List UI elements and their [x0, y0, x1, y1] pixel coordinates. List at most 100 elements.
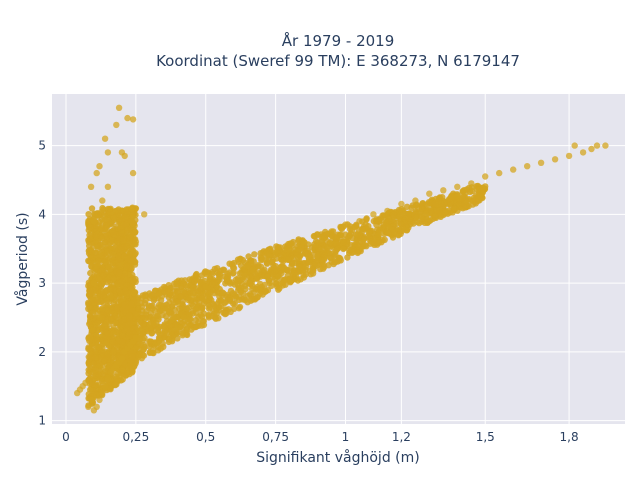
data-point	[206, 275, 214, 282]
data-point	[103, 297, 111, 305]
data-point	[423, 210, 430, 217]
data-point	[92, 346, 99, 354]
data-point	[350, 248, 357, 255]
data-point	[602, 142, 609, 149]
data-point	[128, 369, 136, 376]
data-point	[101, 383, 109, 390]
data-point	[551, 156, 559, 163]
data-point	[253, 274, 260, 281]
data-point	[142, 315, 149, 322]
data-point	[189, 284, 197, 292]
data-point	[96, 314, 103, 321]
data-point	[85, 403, 92, 410]
data-point	[116, 269, 123, 277]
data-point	[235, 286, 242, 293]
data-point	[91, 382, 98, 389]
data-point	[223, 310, 230, 317]
data-point	[216, 303, 223, 311]
y-tick-label: 4	[38, 207, 46, 221]
data-point	[390, 211, 397, 218]
data-point	[123, 281, 131, 288]
data-point	[588, 145, 595, 153]
data-point	[266, 251, 273, 259]
data-point	[278, 263, 285, 270]
data-point	[87, 334, 94, 341]
data-point	[473, 192, 480, 199]
data-point	[579, 149, 587, 156]
y-tick-label: 1	[38, 414, 46, 428]
data-point	[107, 385, 114, 392]
data-point	[153, 320, 160, 327]
data-point	[98, 234, 105, 242]
data-point	[202, 283, 209, 290]
data-point	[128, 205, 135, 213]
y-axis-ticks: 1 2 3 4 5	[38, 139, 46, 428]
data-point	[89, 296, 97, 303]
data-point	[147, 338, 154, 345]
data-point	[183, 282, 190, 289]
data-point	[234, 256, 242, 263]
data-point	[155, 336, 163, 344]
data-point	[110, 275, 117, 282]
data-point	[121, 316, 128, 323]
data-point	[124, 326, 132, 333]
x-tick-label: 1	[342, 430, 350, 444]
data-point	[317, 265, 324, 273]
y-tick-label: 5	[38, 139, 46, 153]
data-point	[435, 197, 442, 205]
data-point	[103, 339, 110, 346]
data-point	[94, 319, 102, 326]
data-point	[104, 376, 112, 383]
data-point	[87, 223, 94, 231]
data-point	[593, 142, 601, 149]
data-point	[427, 217, 434, 224]
data-point	[342, 221, 349, 228]
data-point	[300, 238, 307, 245]
data-point	[121, 152, 128, 160]
data-point	[324, 244, 331, 251]
data-point	[474, 197, 482, 204]
data-point	[244, 262, 251, 270]
data-point	[382, 219, 390, 226]
data-point	[224, 291, 232, 298]
data-point	[85, 218, 92, 225]
data-point	[293, 251, 300, 258]
data-point	[366, 230, 373, 237]
data-point	[228, 261, 236, 268]
data-point	[87, 290, 94, 297]
data-point	[127, 230, 135, 238]
data-point	[87, 346, 94, 353]
x-tick-label: 0,5	[196, 430, 215, 444]
data-point	[89, 249, 96, 256]
data-point	[408, 204, 415, 212]
data-point	[440, 187, 447, 194]
data-point	[510, 166, 517, 173]
data-point	[132, 334, 140, 342]
data-point	[291, 270, 298, 277]
data-point	[155, 314, 162, 321]
data-point	[89, 326, 96, 333]
data-point	[482, 183, 489, 190]
data-point	[418, 213, 425, 220]
data-point	[384, 229, 392, 237]
data-point	[98, 305, 106, 313]
data-point	[356, 218, 363, 225]
data-point	[117, 289, 124, 296]
data-point	[96, 396, 103, 404]
data-point	[213, 310, 221, 317]
data-point	[264, 273, 271, 280]
data-point	[93, 263, 100, 270]
data-point	[389, 226, 396, 233]
data-point	[85, 366, 92, 374]
data-point	[370, 211, 377, 218]
data-point	[107, 293, 114, 300]
data-point	[102, 322, 109, 330]
data-point	[217, 267, 224, 275]
data-point	[346, 232, 353, 239]
data-point	[333, 234, 340, 242]
data-point	[468, 187, 476, 195]
data-point	[90, 279, 98, 287]
data-point	[122, 214, 129, 222]
data-point	[246, 280, 253, 287]
data-point	[93, 169, 100, 177]
